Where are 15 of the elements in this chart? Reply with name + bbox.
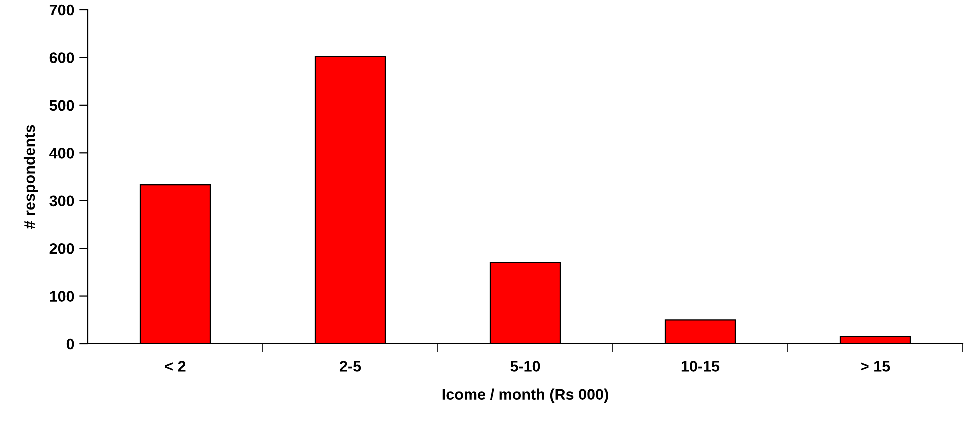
y-tick-label: 700 (50, 4, 74, 16)
y-tick-label: 300 (50, 196, 74, 207)
x-tick-label: 5-10 (510, 361, 540, 372)
x-tick-label: 10-15 (682, 361, 720, 372)
y-tick-label: 0 (66, 338, 74, 350)
y-tick-label: 400 (50, 148, 74, 159)
x-tick-label: 2-5 (340, 361, 362, 372)
y-tick-label: 200 (50, 243, 74, 254)
x-tick-label: > 15 (861, 361, 890, 372)
x-axis-title: Icome / month (Rs 000) (442, 388, 608, 404)
y-axis-title: # respondents (24, 125, 38, 229)
y-tick-label: 600 (50, 52, 74, 64)
x-tick-label: < 2 (165, 361, 186, 372)
y-tick-label: 500 (50, 100, 74, 112)
y-tick-label: 100 (50, 291, 74, 302)
